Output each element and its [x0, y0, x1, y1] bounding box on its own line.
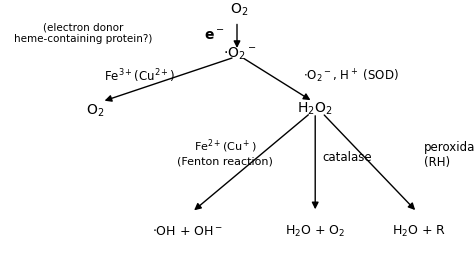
- Text: catalase: catalase: [322, 151, 372, 164]
- Text: Fe$^{3+}$(Cu$^{2+}$): Fe$^{3+}$(Cu$^{2+}$): [104, 67, 175, 85]
- Text: $\cdot$O$_2$$^-$, H$^+$ (SOD): $\cdot$O$_2$$^-$, H$^+$ (SOD): [303, 68, 399, 85]
- Text: O$_2$: O$_2$: [86, 102, 104, 119]
- Text: O$_2$: O$_2$: [230, 2, 248, 18]
- Text: peroxidase
(RH): peroxidase (RH): [424, 141, 474, 169]
- Text: H$_2$O + R: H$_2$O + R: [392, 224, 447, 239]
- Text: Fe$^{2+}$(Cu$^+$)
(Fenton reaction): Fe$^{2+}$(Cu$^+$) (Fenton reaction): [177, 138, 273, 167]
- Text: e$^-$: e$^-$: [204, 28, 225, 43]
- Text: H$_2$O$_2$: H$_2$O$_2$: [298, 101, 333, 117]
- Text: (electron donor
heme-containing protein?): (electron donor heme-containing protein?…: [14, 22, 152, 44]
- Text: $\cdot$O$_2$$^-$: $\cdot$O$_2$$^-$: [223, 45, 256, 61]
- Text: $\cdot$OH + OH$^-$: $\cdot$OH + OH$^-$: [152, 225, 223, 238]
- Text: H$_2$O + O$_2$: H$_2$O + O$_2$: [285, 224, 346, 239]
